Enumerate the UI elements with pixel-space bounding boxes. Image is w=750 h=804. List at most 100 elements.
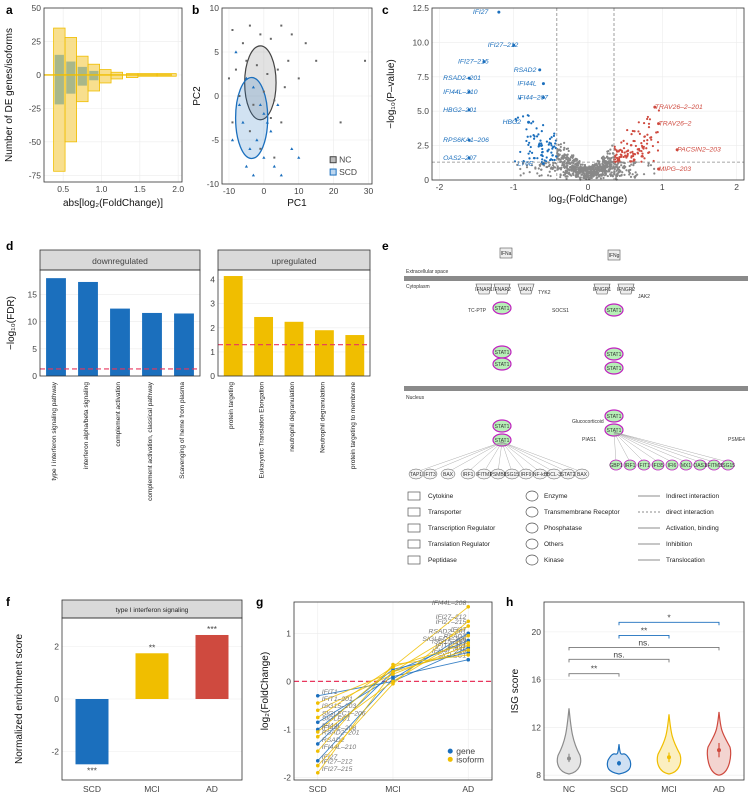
series-label-right: IFI44L: [447, 646, 466, 653]
legend-shape: [407, 491, 421, 501]
y-tick-label: 2: [210, 323, 215, 333]
y-tick-label: 1: [286, 628, 291, 638]
volcano-point: [540, 174, 543, 177]
pathway-diagram: Extracellular space Cytoplasm Nucleus Gluco…: [404, 247, 748, 566]
node-label: IFI35: [652, 463, 664, 469]
series-label-right: RSAD2–201: [428, 629, 466, 636]
gene-label: LY6E: [517, 160, 533, 167]
series-point: [466, 641, 471, 645]
volcano-point: [585, 171, 588, 174]
series-label-right: IFIT1: [450, 641, 466, 648]
receptor-node: [593, 283, 611, 295]
node-label: STAT1: [607, 352, 622, 358]
panel-b-label: b: [192, 3, 199, 17]
volcano-point: [620, 164, 623, 167]
legend-shape-label: Kinase: [544, 557, 564, 564]
volcano-point: [572, 162, 575, 165]
target-node: [651, 459, 665, 471]
legend-gene-label: gene: [456, 746, 475, 756]
node-label: BCL-3: [547, 472, 561, 478]
target-node: [665, 459, 679, 471]
volcano-point: [606, 152, 609, 155]
y-tick-label: 10: [28, 317, 38, 327]
volcano-point: [629, 151, 632, 154]
volcano-point: [640, 144, 644, 147]
legend-shape: [525, 538, 539, 550]
y-tick-label: 10.0: [412, 37, 429, 47]
volcano-point: [559, 143, 562, 146]
node-label: IFITM3: [706, 463, 722, 469]
scd-point: [255, 138, 259, 142]
legend-scd-label: SCD: [339, 167, 357, 177]
significance-label: ***: [87, 765, 98, 775]
nc-point: [287, 59, 290, 62]
nc-point: [231, 121, 234, 124]
volcano-point: [625, 150, 628, 153]
nc-point: [276, 68, 279, 71]
edge: [467, 441, 503, 473]
series-point: [315, 734, 320, 739]
volcano-point: [625, 169, 628, 172]
x-tick-label: AD: [713, 784, 725, 794]
volcano-point: [643, 135, 646, 138]
volcano-point: [567, 149, 570, 153]
volcano-point: [553, 145, 556, 148]
volcano-point: [587, 174, 590, 177]
volcano-point: [552, 134, 556, 137]
nc-point: [269, 37, 272, 40]
volcano-point: [545, 140, 549, 143]
series-point: [466, 653, 471, 657]
volcano-point: [539, 139, 542, 142]
volcano-point: [538, 174, 541, 177]
volcano-point: [609, 159, 612, 162]
panel-c: c 0 2.5 5.0 7.5 10.0 12.5 -2 -1 0 1 2 IFI27 IFI27–21…: [382, 3, 745, 205]
volcano-point: [610, 156, 613, 160]
histogram-bar-inner: [89, 70, 99, 81]
volcano-point: [574, 170, 577, 174]
volcano-point: [596, 176, 599, 179]
series-point: [315, 730, 320, 734]
edge: [613, 431, 617, 463]
gene-label: OAS2–207: [443, 155, 476, 162]
volcano-point: [525, 166, 529, 169]
volcano-point: [532, 157, 536, 160]
volcano-point: [564, 173, 567, 176]
volcano-point: [606, 156, 609, 159]
volcano-point: [562, 148, 566, 151]
volcano-point: [557, 154, 560, 158]
volcano-point: [519, 150, 522, 154]
nc-point: [255, 64, 258, 67]
series-point: [466, 648, 471, 652]
series-label-right: SIGLEC1–206: [422, 636, 466, 643]
legend-shape: [407, 539, 421, 549]
series-label-left: SIGLEC1: [322, 715, 351, 722]
series-point: [315, 720, 320, 725]
volcano-point: [622, 166, 625, 169]
series-point: [315, 758, 320, 763]
volcano-point: [598, 174, 601, 177]
nc-point: [252, 103, 255, 106]
y-axis-label: Number of DE genes/isoforms: [4, 28, 15, 162]
legend-shape-label: Transmembrane Receptor: [544, 509, 620, 516]
stat1-node: [604, 347, 624, 361]
volcano-point: [585, 168, 588, 171]
panel-b: b 10 5 0 -5 -10-10 0 10 20 30 NC SCD PC1 PC2: [192, 3, 374, 209]
facet-title: upregulated: [272, 256, 317, 266]
stat1-node: [492, 301, 512, 315]
volcano-point: [562, 163, 565, 166]
node-label: BAX: [577, 472, 588, 478]
volcano-point: [521, 115, 525, 118]
series-label-left: IFI44L–210: [322, 744, 357, 751]
volcano-point: [545, 156, 548, 159]
volcano-point: [530, 151, 534, 154]
volcano-point: [647, 164, 650, 167]
series-point: [315, 701, 320, 705]
volcano-point: [561, 154, 564, 157]
nucleus-label: Nucleus: [406, 395, 425, 401]
stat1-node: [604, 361, 624, 375]
series-label-left: RSAD2–201: [322, 730, 360, 737]
volcano-point: [614, 148, 617, 151]
edge: [613, 431, 687, 463]
series-label-left: RSAD2: [322, 737, 345, 744]
volcano-point: [602, 168, 605, 171]
